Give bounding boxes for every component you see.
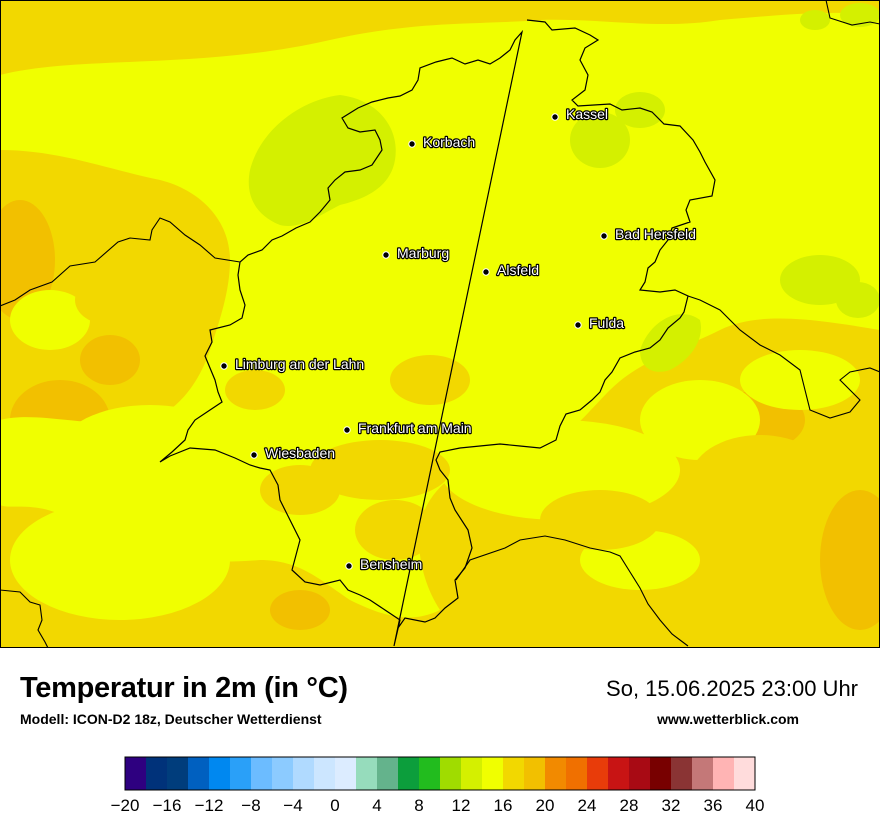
legend-swatch	[356, 757, 378, 790]
temperature-field-warm-spots	[0, 0, 830, 560]
city-label-marburg: Marburg	[397, 245, 449, 261]
state-borders-other	[0, 0, 880, 648]
legend-swatch	[167, 757, 189, 790]
legend-swatch	[629, 757, 651, 790]
city-label-frankfurt: Frankfurt am Main	[358, 420, 472, 436]
legend-swatch	[608, 757, 630, 790]
legend-swatch	[692, 757, 714, 790]
legend-tick-label: 24	[578, 796, 597, 815]
legend-swatch	[545, 757, 567, 790]
city-label-wiesbaden: Wiesbaden	[265, 445, 335, 461]
legend-tick-label: 32	[662, 796, 681, 815]
city-dot-kassel	[551, 113, 559, 121]
legend-tick-label: 16	[494, 796, 513, 815]
state-border-hesse	[159, 19, 716, 647]
legend-swatch	[125, 757, 147, 790]
legend-swatch	[398, 757, 420, 790]
legend-swatch	[188, 757, 210, 790]
footer: Temperatur in 2m (in °C) Modell: ICON-D2…	[0, 648, 880, 830]
legend-tick-label: 36	[704, 796, 723, 815]
temperature-field-yellow-green	[248, 3, 880, 372]
legend-swatch	[251, 757, 273, 790]
legend-swatch	[230, 757, 252, 790]
legend-tick-label: 28	[620, 796, 639, 815]
legend-swatch	[461, 757, 483, 790]
city-dot-bad-hersfeld	[600, 232, 608, 240]
legend-frame	[124, 756, 756, 791]
city-dot-korbach	[408, 140, 416, 148]
legend-swatch	[503, 757, 525, 790]
legend-swatch	[587, 757, 609, 790]
legend-swatch	[671, 757, 693, 790]
legend-swatch	[482, 757, 504, 790]
legend-swatch	[272, 757, 294, 790]
city-label-korbach: Korbach	[423, 134, 475, 150]
legend-tick-label: −12	[195, 796, 224, 815]
legend-tick-label: −20	[111, 796, 140, 815]
city-dot-bensheim	[345, 562, 353, 570]
city-dot-wiesbaden	[250, 451, 258, 459]
city-dot-alsfeld	[482, 268, 490, 276]
city-markers	[220, 113, 608, 570]
city-dot-fulda	[574, 321, 582, 329]
legend-swatch	[734, 757, 756, 790]
legend-swatches	[125, 757, 756, 790]
map-title: Temperatur in 2m (in °C)	[20, 672, 348, 704]
legend-swatch	[566, 757, 588, 790]
legend-swatch	[209, 757, 231, 790]
legend-ticks: −20 −16 −12 −8 −4 0 4 8 12 16 20 24 28 32 36 40	[111, 796, 765, 815]
color-legend: −20 −16 −12 −8 −4 0 4 8 12 16 20 24 28 32 36 40	[111, 756, 765, 815]
legend-tick-label: 0	[330, 796, 339, 815]
legend-swatch	[314, 757, 336, 790]
city-label-kassel: Kassel	[566, 106, 608, 122]
legend-tick-label: 12	[452, 796, 471, 815]
legend-swatch	[335, 757, 357, 790]
city-label-fulda: Fulda	[589, 315, 624, 331]
city-label-limburg: Limburg an der Lahn	[235, 356, 364, 372]
forecast-datetime: So, 15.06.2025 23:00 Uhr	[606, 676, 858, 701]
legend-swatch	[524, 757, 546, 790]
city-labels: Kassel Korbach Bad Hersfeld Marburg Alsf…	[234, 105, 697, 573]
city-dot-marburg	[382, 251, 390, 259]
legend-swatch	[419, 757, 441, 790]
legend-tick-label: 8	[414, 796, 423, 815]
legend-swatch	[650, 757, 672, 790]
legend-tick-label: −16	[153, 796, 182, 815]
legend-swatch	[146, 757, 168, 790]
legend-swatch	[377, 757, 399, 790]
model-info: Modell: ICON-D2 18z, Deutscher Wetterdie…	[20, 711, 322, 727]
legend-tick-label: 20	[536, 796, 555, 815]
legend-swatch	[293, 757, 315, 790]
legend-tick-label: −4	[283, 796, 302, 815]
city-label-alsfeld: Alsfeld	[497, 262, 539, 278]
legend-swatch	[440, 757, 462, 790]
city-label-bad-hersfeld: Bad Hersfeld	[615, 226, 696, 242]
city-dot-limburg	[220, 362, 228, 370]
legend-tick-label: −8	[241, 796, 260, 815]
website-link[interactable]: www.wetterblick.com	[657, 711, 799, 727]
legend-tick-label: 40	[746, 796, 765, 815]
legend-tick-label: 4	[372, 796, 381, 815]
legend-swatch	[713, 757, 735, 790]
city-dot-frankfurt	[343, 426, 351, 434]
temperature-map: Kassel Korbach Bad Hersfeld Marburg Alsf…	[0, 0, 880, 648]
city-label-bensheim: Bensheim	[360, 556, 422, 572]
